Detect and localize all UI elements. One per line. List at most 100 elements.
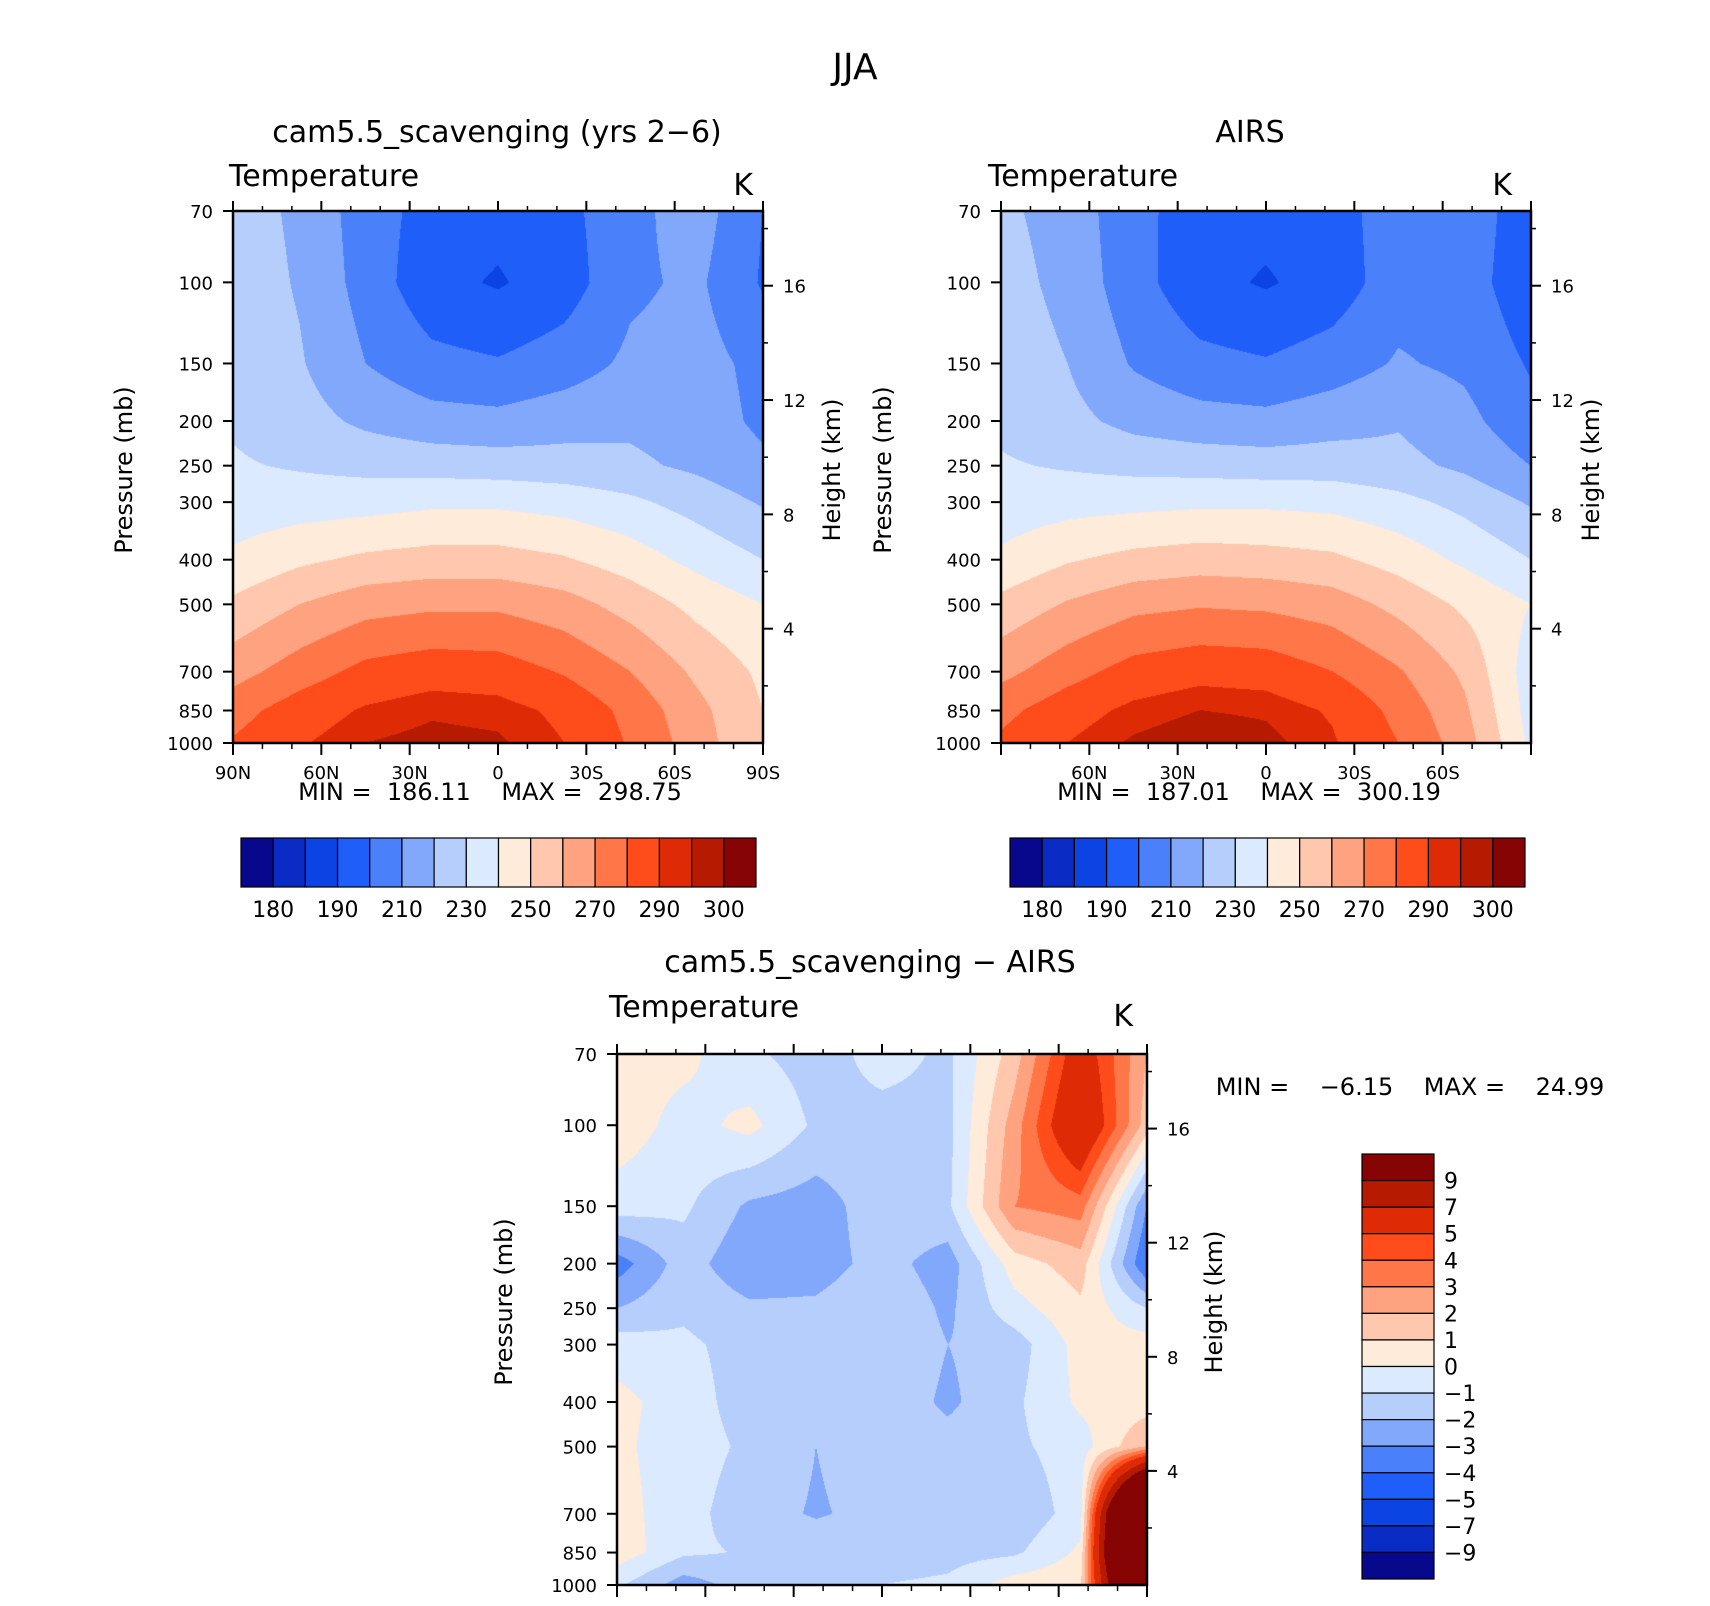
y-tick-label: 150 (179, 354, 213, 375)
colorbar-box (1492, 837, 1526, 888)
colorbar-box (1361, 1551, 1435, 1580)
colorbar-label: 180 (1021, 898, 1063, 923)
colorbar-box (1009, 837, 1043, 888)
y-tick-label: 500 (179, 595, 213, 616)
colorbar-label: −9 (1444, 1541, 1476, 1566)
figure-title: JJA (830, 47, 878, 88)
colorbar-box (1361, 1445, 1435, 1474)
obs-axes: 70 100 150 200 250 300 400 500 700 850 1000 60N 30N 0… (935, 201, 1574, 784)
y-tick-label: 850 (179, 701, 213, 722)
colorbar-label: 210 (381, 898, 423, 923)
colorbar-label: 300 (1472, 898, 1514, 923)
y-tick-label: 250 (947, 457, 981, 478)
y-tick-label: 400 (563, 1393, 597, 1414)
y-tick-label: 700 (947, 663, 981, 684)
colorbar-box (1361, 1498, 1435, 1527)
colorbar-box (594, 837, 628, 888)
colorbar-box (1361, 1259, 1435, 1288)
colorbar-box (1041, 837, 1075, 888)
model-units: K (733, 168, 754, 203)
y-tick-label: 700 (563, 1505, 597, 1526)
model-min-max: MIN = 186.11 MAX = 298.75 (298, 778, 682, 806)
x-tick-label: 60N (1071, 763, 1107, 784)
y-tick-label: 300 (179, 493, 213, 514)
diff-variable-label: Temperature (608, 990, 799, 1025)
colorbar-box (1170, 837, 1204, 888)
colorbar-box (1361, 1365, 1435, 1394)
y-tick-label: 250 (179, 457, 213, 478)
y-tick-label: 500 (947, 595, 981, 616)
colorbar-label: 250 (510, 898, 552, 923)
colorbar-label: 190 (1086, 898, 1128, 923)
y-tick-label: 200 (947, 412, 981, 433)
colorbar-box (530, 837, 564, 888)
model-colorbar: 180 190 210 230 250 270 290 300 (240, 837, 757, 923)
y-tick-label: 400 (179, 551, 213, 572)
colorbar-box (1202, 837, 1236, 888)
colorbar-box (1361, 1392, 1435, 1421)
colorbar-box (1361, 1312, 1435, 1341)
contour-field (617, 1054, 1147, 1585)
colorbar-label: 5 (1444, 1223, 1458, 1248)
colorbar-label: 0 (1444, 1356, 1458, 1381)
colorbar-box (1361, 1153, 1435, 1182)
x-tick-label: 30N (1159, 763, 1195, 784)
colorbar-label: −7 (1444, 1515, 1476, 1540)
x-tick-label: 90S (746, 763, 780, 784)
obs-colorbar: 180 190 210 230 250 270 290 300 (1009, 837, 1526, 923)
colorbar-box (240, 837, 274, 888)
colorbar-label: 3 (1444, 1276, 1458, 1301)
y-tick-label: 1000 (551, 1576, 597, 1597)
colorbar-box (1234, 837, 1269, 888)
diff-min-max: MIN = −6.15 MAX = 24.99 (1216, 1073, 1605, 1101)
y-tick-label: 100 (947, 273, 981, 294)
height-tick-label: 8 (1551, 505, 1562, 526)
colorbar-label: 180 (252, 898, 294, 923)
colorbar-box (1361, 1233, 1435, 1261)
model-variable-label: Temperature (228, 159, 419, 194)
colorbar-label: 9 (1444, 1170, 1458, 1195)
colorbar-label: −5 (1444, 1488, 1476, 1513)
colorbar-label: −3 (1444, 1435, 1476, 1460)
colorbar-label: 230 (445, 898, 487, 923)
y-tick-label: 850 (563, 1544, 597, 1565)
y-tick-label: 850 (947, 701, 981, 722)
colorbar-label: 210 (1150, 898, 1192, 923)
x-tick-label: 30S (1337, 763, 1371, 784)
x-tick-label: 0 (492, 763, 503, 784)
colorbar-box (465, 837, 500, 888)
y-tick-label: 300 (947, 493, 981, 514)
colorbar-box (691, 837, 725, 888)
colorbar-box (1361, 1206, 1435, 1235)
panel-obs: AIRS Temperature K 70 100 150 200 250 300 400 5… (869, 115, 1605, 923)
colorbar-box (1361, 1179, 1435, 1208)
obs-y2label: Height (km) (1577, 399, 1605, 542)
colorbar-box (1361, 1339, 1435, 1368)
colorbar-label: 270 (1343, 898, 1385, 923)
colorbar-box (1395, 837, 1430, 888)
y-tick-label: 200 (563, 1255, 597, 1276)
diff-y2label: Height (km) (1200, 1231, 1228, 1374)
x-tick-label: 60S (657, 763, 691, 784)
diff-title: cam5.5_scavenging − AIRS (664, 945, 1075, 980)
contour-field (1001, 211, 1531, 743)
y-tick-label: 400 (947, 551, 981, 572)
x-tick-label: 60N (303, 763, 339, 784)
colorbar-label: 290 (1407, 898, 1449, 923)
colorbar-box (1105, 837, 1140, 888)
y-tick-label: 150 (947, 354, 981, 375)
y-tick-label: 700 (179, 663, 213, 684)
y-tick-label: 70 (190, 202, 213, 223)
obs-min-max: MIN = 187.01 MAX = 300.19 (1057, 778, 1441, 806)
y-tick-label: 1000 (167, 734, 213, 755)
y-tick-label: 70 (958, 202, 981, 223)
colorbar-label: −4 (1444, 1462, 1476, 1487)
model-ylabel: Pressure (mb) (110, 386, 138, 553)
y-tick-label: 500 (563, 1438, 597, 1459)
colorbar-box (1361, 1472, 1435, 1500)
height-tick-label: 8 (1167, 1348, 1178, 1369)
y-tick-label: 1000 (935, 734, 981, 755)
colorbar-box (336, 837, 371, 888)
colorbar-label: 270 (574, 898, 616, 923)
